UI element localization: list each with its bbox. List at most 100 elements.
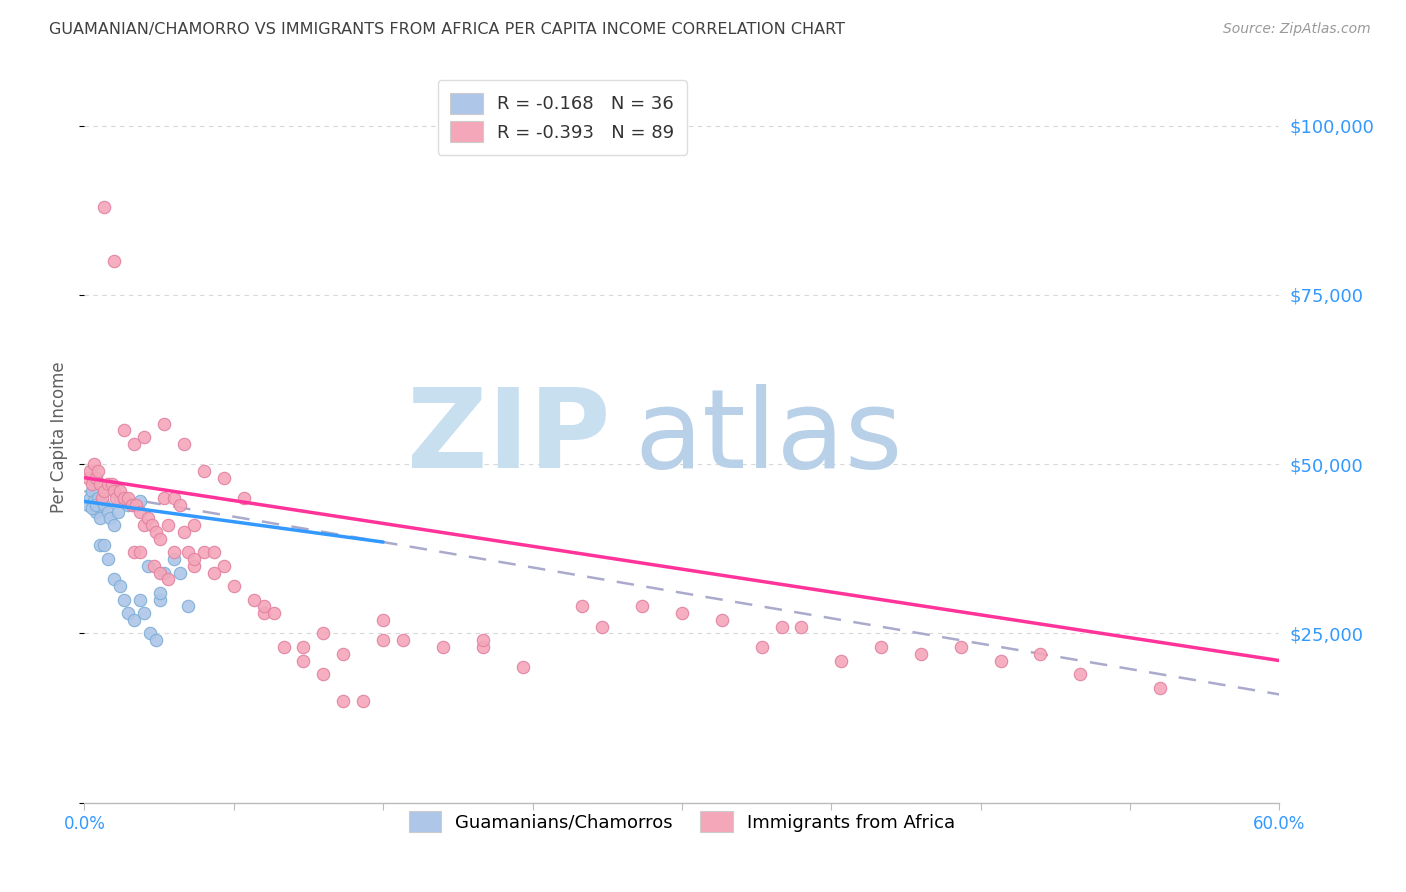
Point	[105, 491, 128, 505]
Point	[292, 640, 315, 654]
Point	[790, 620, 813, 634]
Point	[129, 545, 152, 559]
Point	[149, 532, 172, 546]
Point	[222, 579, 245, 593]
Point	[253, 599, 276, 614]
Point	[145, 633, 167, 648]
Point	[990, 654, 1012, 668]
Point	[122, 437, 145, 451]
Point	[86, 498, 108, 512]
Point	[141, 518, 163, 533]
Point	[86, 471, 108, 485]
Point	[153, 566, 176, 580]
Point	[949, 640, 972, 654]
Point	[77, 498, 100, 512]
Point	[103, 572, 125, 586]
Point	[830, 654, 852, 668]
Point	[1069, 667, 1091, 681]
Point	[193, 545, 215, 559]
Point	[157, 518, 180, 533]
Point	[910, 647, 932, 661]
Y-axis label: Per Capita Income: Per Capita Income	[51, 361, 69, 513]
Point	[97, 477, 120, 491]
Point	[110, 579, 132, 593]
Point	[125, 498, 148, 512]
Point	[122, 613, 145, 627]
Point	[82, 484, 104, 499]
Point	[129, 494, 152, 508]
Point	[710, 613, 733, 627]
Point	[332, 694, 354, 708]
Point	[870, 640, 893, 654]
Point	[143, 558, 166, 573]
Point	[751, 640, 773, 654]
Point	[1149, 681, 1171, 695]
Point	[97, 552, 120, 566]
Legend: Guamanians/Chamorros, Immigrants from Africa: Guamanians/Chamorros, Immigrants from Af…	[396, 799, 967, 845]
Point	[82, 501, 104, 516]
Point	[157, 572, 180, 586]
Point	[87, 491, 110, 505]
Point	[183, 518, 205, 533]
Point	[89, 511, 111, 525]
Point	[107, 505, 129, 519]
Point	[86, 505, 108, 519]
Point	[212, 558, 235, 573]
Text: ZIP: ZIP	[406, 384, 610, 491]
Point	[163, 491, 186, 505]
Point	[273, 640, 295, 654]
Point	[471, 633, 494, 648]
Point	[97, 505, 120, 519]
Point	[352, 694, 374, 708]
Point	[83, 494, 105, 508]
Point	[93, 200, 115, 214]
Point	[149, 592, 172, 607]
Point	[112, 491, 135, 505]
Point	[77, 471, 100, 485]
Point	[89, 538, 111, 552]
Point	[91, 491, 114, 505]
Point	[169, 566, 191, 580]
Point	[471, 640, 494, 654]
Point	[770, 620, 793, 634]
Point	[169, 498, 191, 512]
Point	[202, 566, 225, 580]
Point	[89, 477, 111, 491]
Point	[373, 613, 395, 627]
Point	[232, 491, 254, 505]
Point	[93, 538, 115, 552]
Point	[103, 254, 125, 268]
Text: Source: ZipAtlas.com: Source: ZipAtlas.com	[1223, 22, 1371, 37]
Point	[173, 524, 195, 539]
Point	[98, 511, 121, 525]
Point	[129, 592, 152, 607]
Point	[122, 545, 145, 559]
Point	[139, 626, 162, 640]
Point	[121, 498, 143, 512]
Point	[263, 606, 285, 620]
Point	[153, 417, 176, 431]
Point	[93, 498, 115, 512]
Point	[136, 511, 159, 525]
Point	[312, 626, 335, 640]
Point	[117, 491, 139, 505]
Point	[373, 633, 395, 648]
Point	[79, 491, 101, 505]
Point	[93, 484, 115, 499]
Point	[332, 647, 354, 661]
Point	[82, 477, 104, 491]
Point	[103, 484, 125, 499]
Point	[512, 660, 534, 674]
Point	[193, 464, 215, 478]
Point	[145, 524, 167, 539]
Point	[132, 606, 156, 620]
Point	[173, 437, 195, 451]
Text: GUAMANIAN/CHAMORRO VS IMMIGRANTS FROM AFRICA PER CAPITA INCOME CORRELATION CHART: GUAMANIAN/CHAMORRO VS IMMIGRANTS FROM AF…	[49, 22, 845, 37]
Point	[202, 545, 225, 559]
Point	[110, 484, 132, 499]
Point	[132, 430, 156, 444]
Text: atlas: atlas	[634, 384, 903, 491]
Point	[87, 464, 110, 478]
Point	[163, 545, 186, 559]
Point	[101, 477, 124, 491]
